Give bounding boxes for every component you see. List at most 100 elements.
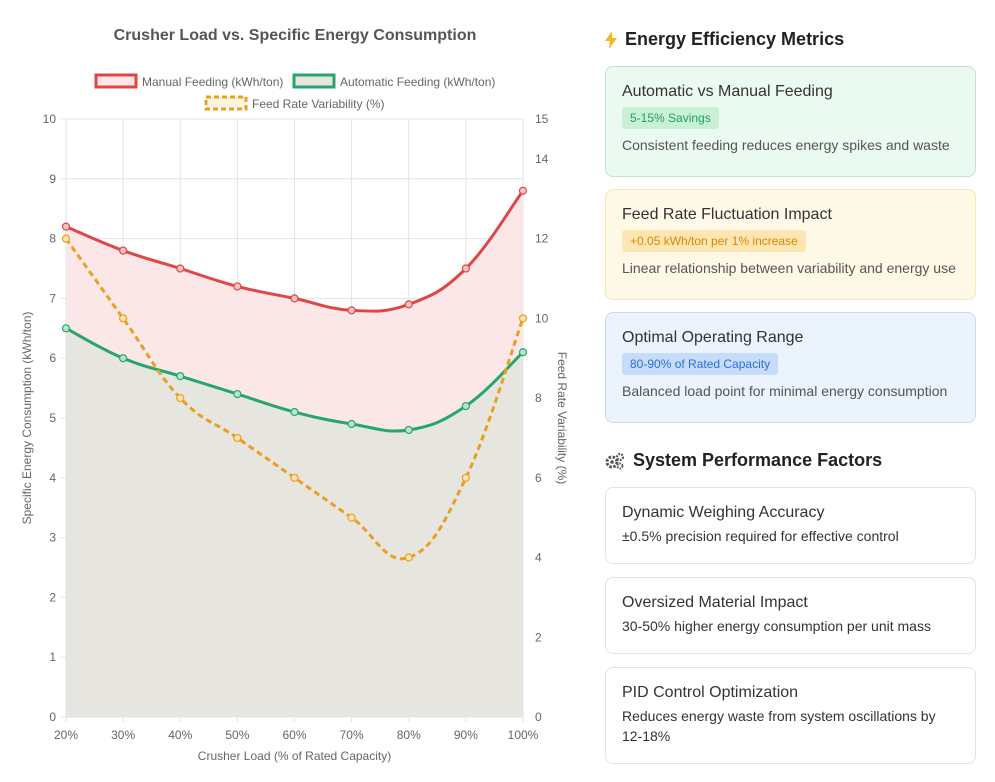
automatic-point	[518, 348, 528, 357]
efficiency-section-title: Energy Efficiency Metrics	[605, 29, 844, 50]
y2-tick-label: 0	[535, 710, 542, 724]
y-tick-label: 8	[49, 232, 56, 246]
y2-tick-label: 6	[535, 471, 542, 485]
automatic-point	[290, 407, 299, 417]
automatic-area-fill	[66, 328, 523, 717]
manual-point	[518, 186, 528, 195]
x-tick-label: 30%	[111, 728, 135, 742]
manual-point	[176, 264, 185, 273]
y2-tick-label: 4	[535, 551, 542, 565]
variability-point	[404, 553, 413, 562]
variability-point	[61, 234, 71, 243]
manual-point	[119, 246, 128, 255]
legend-swatch	[94, 73, 138, 89]
y2-tick-label: 14	[535, 152, 549, 166]
y-tick-label: 5	[49, 411, 56, 425]
manual-point	[461, 264, 470, 273]
y-tick-label: 7	[49, 291, 56, 305]
y-tick-label: 1	[49, 650, 56, 664]
y-tick-label: 4	[49, 471, 56, 485]
metric-card-operating-range: Optimal Operating Range 80-90% of Rated …	[605, 312, 976, 423]
metric-card-title: Automatic vs Manual Feeding	[622, 83, 833, 100]
legend-swatch	[292, 73, 336, 89]
variability-point	[233, 433, 242, 443]
y-axis-title: Specific Energy Consumption (kWh/ton)	[20, 312, 34, 525]
chart-panel: 0 1 2 3 4 5 6 7 8 9 10 0 2 4 6 8 10 12 14 15 20% 30% 40% 50% 60%…	[20, 27, 569, 763]
y-tick-label: 3	[49, 531, 56, 545]
metric-card-desc: Linear relationship between variability …	[622, 260, 956, 276]
y-tick-label: 0	[49, 710, 56, 724]
automatic-point	[233, 389, 242, 399]
variability-point	[347, 513, 356, 522]
manual-point	[61, 222, 71, 231]
variability-point	[119, 314, 128, 323]
y2-axis-title: Feed Rate Variability (%)	[555, 352, 569, 485]
y-tick-label: 9	[49, 172, 56, 186]
factor-card-oversized: Oversized Material Impact 30-50% higher …	[605, 577, 976, 654]
metric-badge: 5-15% Savings	[622, 107, 719, 129]
legend-label: Feed Rate Variability (%)	[252, 97, 385, 111]
y2-tick-label: 2	[535, 630, 542, 644]
legend-item: Automatic Feeding (kWh/ton)	[292, 73, 495, 89]
x-tick-label: 60%	[282, 728, 306, 742]
y-tick-label: 6	[49, 351, 56, 365]
factor-card-desc: Reduces energy waste from system oscilla…	[622, 708, 936, 744]
legend-item: Feed Rate Variability (%)	[204, 95, 385, 111]
factor-card-desc: ±0.5% precision required for effective c…	[622, 528, 899, 544]
automatic-point	[176, 372, 185, 381]
metric-card-title: Optimal Operating Range	[622, 329, 804, 346]
y2-tick-label: 8	[535, 391, 542, 405]
metric-card-desc: Consistent feeding reduces energy spikes…	[622, 137, 950, 153]
y2-tick-label: 12	[535, 232, 549, 246]
y-tick-label: 2	[49, 590, 56, 604]
gears-icon	[605, 452, 625, 470]
metric-badge: 80-90% of Rated Capacity	[622, 353, 779, 375]
legend-item: Manual Feeding (kWh/ton)	[94, 73, 283, 89]
variability-point	[461, 473, 470, 482]
manual-series-line	[65, 189, 525, 313]
x-axis-title: Crusher Load (% of Rated Capacity)	[198, 749, 391, 763]
x-tick-label: 90%	[454, 728, 478, 742]
x-tick-label: 50%	[225, 728, 249, 742]
variability-series-line	[64, 237, 525, 561]
y2-tick-label: 15	[535, 112, 549, 126]
metric-card-title: Feed Rate Fluctuation Impact	[622, 206, 832, 223]
factor-card-title: PID Control Optimization	[622, 684, 799, 701]
variability-point	[290, 473, 299, 482]
factor-card-title: Dynamic Weighing Accuracy	[622, 504, 825, 521]
x-tick-label: 40%	[168, 728, 192, 742]
automatic-point	[61, 324, 71, 333]
factor-card-weighing: Dynamic Weighing Accuracy ±0.5% precisio…	[605, 487, 976, 564]
y-tick-label: 10	[43, 112, 57, 126]
manual-point	[290, 294, 299, 303]
x-tick-label: 70%	[340, 728, 364, 742]
efficiency-title: Energy Efficiency Metrics	[625, 29, 845, 49]
lightning-icon	[605, 30, 617, 49]
legend-label: Manual Feeding (kWh/ton)	[142, 75, 283, 89]
manual-point	[233, 282, 242, 291]
y2-tick-label: 10	[535, 311, 549, 325]
performance-section-title: System Performance Factors	[605, 450, 882, 471]
metric-card-feed-rate: Feed Rate Fluctuation Impact +0.05 kWh/t…	[605, 189, 976, 300]
x-tick-label: 80%	[397, 728, 421, 742]
chart-title: Crusher Load vs. Specific Energy Consump…	[114, 27, 477, 44]
automatic-point	[404, 425, 413, 435]
manual-point	[347, 306, 356, 315]
performance-title: System Performance Factors	[633, 450, 883, 470]
variability-point	[518, 314, 528, 323]
automatic-point	[347, 419, 356, 429]
factor-card-desc: 30-50% higher energy consumption per uni…	[622, 618, 931, 634]
factor-card-title: Oversized Material Impact	[622, 594, 808, 611]
legend-label: Automatic Feeding (kWh/ton)	[340, 75, 495, 89]
metric-badge: +0.05 kWh/ton per 1% increase	[622, 230, 806, 252]
metric-card-auto-vs-manual: Automatic vs Manual Feeding 5-15% Saving…	[605, 66, 976, 177]
automatic-point	[119, 354, 128, 363]
manual-point	[404, 300, 413, 309]
x-tick-label: 100%	[508, 728, 539, 742]
factor-card-pid: PID Control Optimization Reduces energy …	[605, 667, 976, 764]
legend-swatch	[204, 95, 248, 111]
automatic-point	[461, 401, 470, 411]
variability-point	[176, 393, 185, 403]
metric-card-desc: Balanced load point for minimal energy c…	[622, 383, 948, 399]
